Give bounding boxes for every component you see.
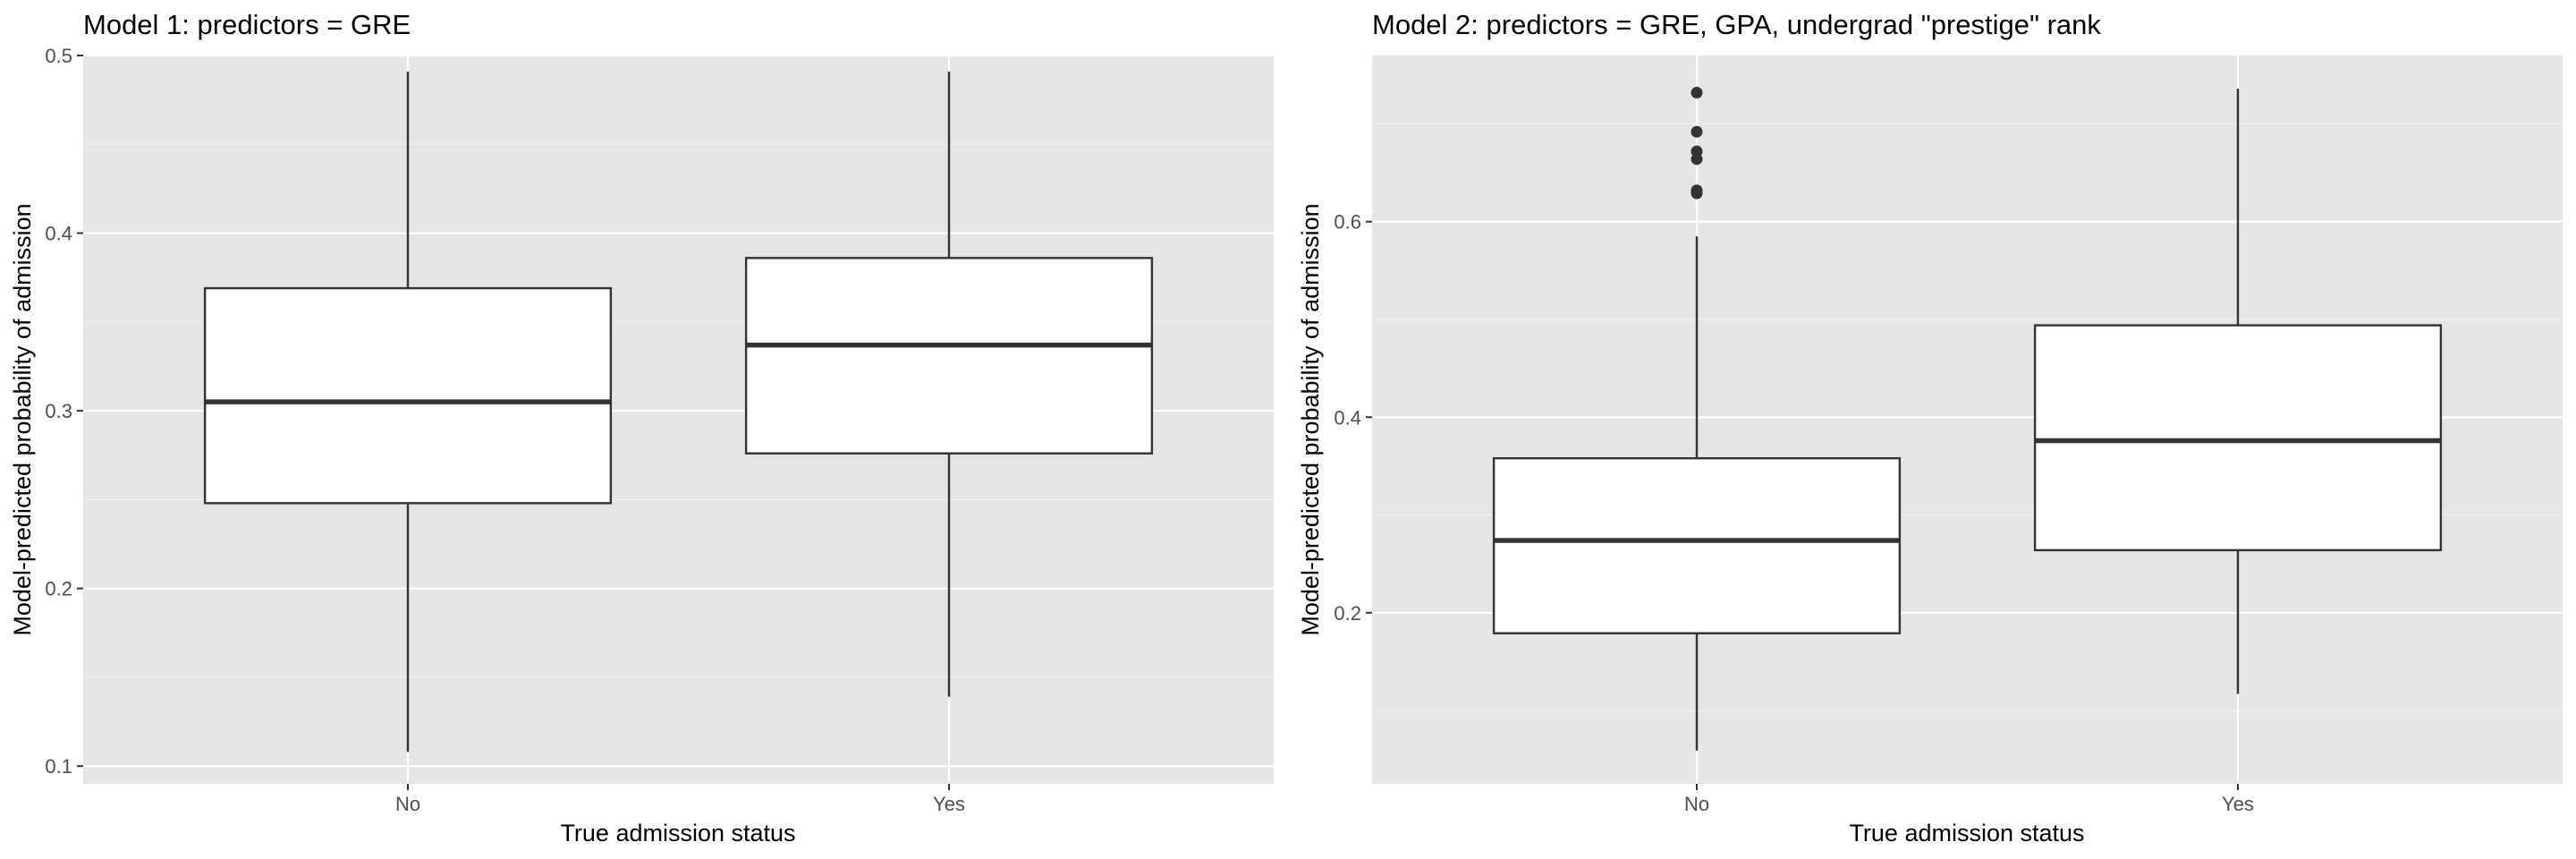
boxplots: [1492, 87, 2443, 751]
interquartile-box: [744, 257, 1154, 455]
boxplot-yes: [744, 71, 1154, 697]
y-tick-label: 0.2: [45, 578, 72, 600]
y-tick-label: 0.4: [1334, 406, 1361, 429]
x-tick-label: Yes: [2222, 793, 2254, 815]
chart-title: Model 2: predictors = GRE, GPA, undergra…: [1372, 9, 2101, 40]
y-tick-label: 0.4: [45, 223, 72, 245]
x-axis-label: True admission status: [560, 820, 795, 846]
boxplot-no: [203, 71, 613, 753]
interquartile-box: [1492, 456, 1902, 634]
x-axis-ticks: No Yes: [395, 784, 965, 815]
x-tick-label: No: [1684, 793, 1709, 815]
y-axis-label: Model-predicted probability of admission: [9, 203, 36, 635]
x-tick-label: No: [395, 793, 420, 815]
chart-panel-model-2: Model 2: predictors = GRE, GPA, undergra…: [1297, 9, 2563, 846]
y-tick-label: 0.5: [45, 45, 72, 67]
y-tick-label: 0.6: [1334, 211, 1361, 234]
outlier-point: [1690, 184, 1703, 197]
chart-title: Model 1: predictors = GRE: [83, 9, 411, 40]
chart-panel-model-1: Model 1: predictors = GRE 0.10.20.30.40.…: [9, 9, 1274, 846]
y-tick-label: 0.2: [1334, 602, 1361, 625]
boxplots: [203, 71, 1154, 753]
boxplot-yes: [2033, 89, 2443, 694]
outlier-point: [1690, 145, 1703, 157]
outlier-point: [1690, 87, 1703, 99]
y-axis-label: Model-predicted probability of admission: [1297, 203, 1324, 635]
interquartile-box: [2033, 324, 2443, 552]
x-axis-label: True admission status: [1849, 820, 2084, 846]
interquartile-box: [203, 286, 613, 505]
boxplot-no: [1492, 87, 1902, 751]
y-tick-label: 0.3: [45, 400, 72, 422]
x-axis-ticks: No Yes: [1684, 784, 2254, 815]
x-tick-label: Yes: [933, 793, 965, 815]
y-axis-ticks: 0.1 0.2 0.3 0.4 0.5: [45, 45, 83, 778]
y-axis-ticks: 0.2 0.4 0.6: [1334, 211, 1372, 625]
outlier-point: [1690, 125, 1703, 138]
y-tick-label: 0.1: [45, 755, 72, 778]
